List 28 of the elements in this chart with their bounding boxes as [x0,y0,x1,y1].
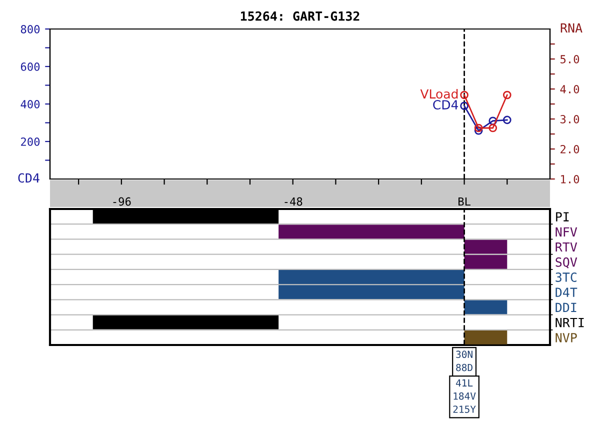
y-tick-label: NVP [556,333,577,342]
y-tick-label: 400 [20,100,40,108]
y2-tick-label: 5.0 [560,55,580,64]
y2-tick-label: 4.0 [560,85,580,94]
y2-tick-label: 2.0 [560,145,580,154]
series-label: VLoad [420,88,458,99]
x-tick-label: -48 [284,197,302,206]
text: 30N 88D [456,350,472,372]
y2-tick-label: 3.0 [560,115,580,124]
text: 41L 184V 215Y [453,379,476,413]
chart-title: 15264: GART-G132 [240,11,360,21]
y-tick-label: RTV [556,242,578,252]
x-tick-label: -96 [113,197,131,206]
x-tick-label: BL [458,197,470,206]
y-tick-label: 3TC [556,272,576,282]
y2-tick-label: 1.0 [561,175,580,184]
y-tick-label: 200 [21,138,40,146]
y-tick-label: D4T [556,288,578,297]
y-tick-label: SQV [556,257,578,268]
y2-axis-title: RNA [560,23,582,32]
y-tick-label: DDI [556,302,576,312]
y-tick-label: NRTI [556,318,584,328]
series-label: CD4 [433,100,458,110]
y-tick-label: 800 [20,25,40,34]
y-tick-label: NFV [556,227,578,236]
y-tick-label: PI [556,212,569,222]
y-tick-label: 600 [20,62,40,71]
y-axis-title: CD4 [18,173,40,183]
